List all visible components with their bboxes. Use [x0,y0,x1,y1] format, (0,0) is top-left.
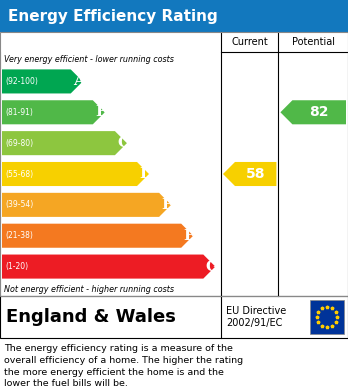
Bar [310,300,344,334]
Text: (92-100): (92-100) [5,77,38,86]
Text: (39-54): (39-54) [5,200,33,209]
Polygon shape [2,131,127,155]
Text: Current: Current [231,37,268,47]
Bar [0,32,348,296]
Text: C: C [117,136,129,150]
Text: D: D [139,167,152,181]
Bar [0,32,348,52]
Text: G: G [205,260,218,274]
Text: 82: 82 [309,105,329,119]
Text: (1-20): (1-20) [5,262,28,271]
Text: (55-68): (55-68) [5,170,33,179]
Text: (21-38): (21-38) [5,231,33,240]
Text: The energy efficiency rating is a measure of the
overall efficiency of a home. T: The energy efficiency rating is a measur… [4,344,243,388]
Bar [0,296,348,338]
Text: Potential: Potential [292,37,335,47]
Text: 2002/91/EC: 2002/91/EC [226,318,282,328]
Text: B: B [95,105,108,119]
Polygon shape [2,100,105,124]
Polygon shape [2,255,215,279]
Polygon shape [2,162,149,186]
Text: Very energy efficient - lower running costs: Very energy efficient - lower running co… [4,54,174,63]
Text: (69-80): (69-80) [5,139,33,148]
Text: England & Wales: England & Wales [6,308,176,326]
Text: EU Directive: EU Directive [226,306,286,316]
Text: (81-91): (81-91) [5,108,33,117]
Text: E: E [161,198,173,212]
Text: A: A [73,74,85,88]
Text: Energy Efficiency Rating: Energy Efficiency Rating [8,9,218,23]
Polygon shape [223,162,276,186]
Text: Not energy efficient - higher running costs: Not energy efficient - higher running co… [4,285,174,294]
Polygon shape [2,224,193,248]
Polygon shape [280,100,346,124]
Bar [0,0,348,32]
Text: F: F [183,229,194,243]
Bar [0,32,348,296]
Polygon shape [2,69,83,93]
Polygon shape [2,193,171,217]
Text: 58: 58 [246,167,266,181]
